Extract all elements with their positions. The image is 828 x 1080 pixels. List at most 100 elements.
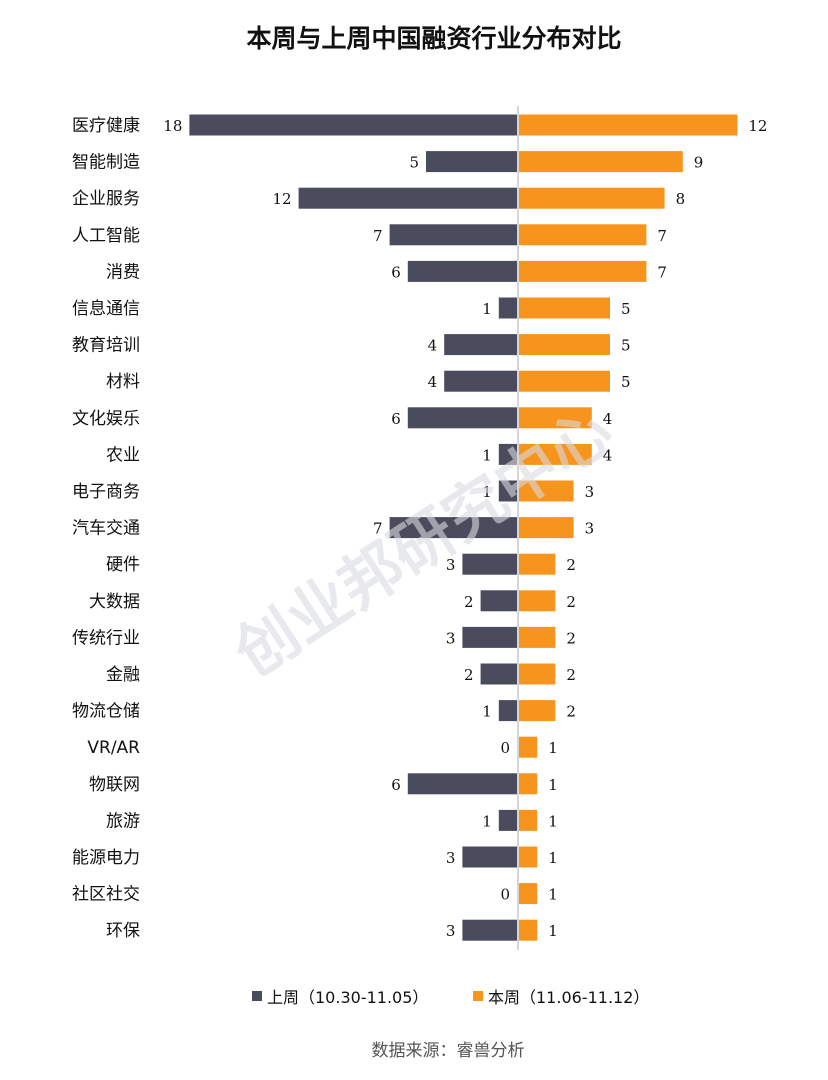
category-label: 金融 (106, 665, 140, 685)
category-label: 环保 (106, 921, 140, 941)
value-label-last-week: 2 (464, 666, 474, 684)
value-label-last-week: 4 (428, 337, 438, 355)
value-label-last-week: 12 (273, 190, 292, 208)
value-label-last-week: 7 (373, 520, 383, 538)
bar-this-week (519, 480, 574, 502)
data-source: 数据来源：睿兽分析 (372, 1041, 525, 1061)
value-label-last-week: 1 (482, 812, 492, 830)
value-label-this-week: 9 (694, 154, 704, 172)
bar-this-week (519, 151, 683, 173)
bar-this-week (519, 919, 538, 941)
bar-last-week (498, 297, 517, 319)
category-label: 物流仓储 (72, 702, 140, 722)
category-label: 物联网 (89, 775, 140, 795)
value-label-this-week: 2 (566, 556, 576, 574)
bar-this-week (519, 883, 538, 905)
value-label-this-week: 2 (566, 593, 576, 611)
legend: 上周（10.30-11.05） 本周（11.06-11.12） (252, 988, 649, 1007)
bar-last-week (407, 407, 517, 429)
bar-last-week (480, 663, 517, 685)
bar-this-week (519, 590, 556, 612)
bar-this-week (519, 260, 647, 282)
bar-this-week (519, 407, 592, 429)
value-label-this-week: 8 (676, 190, 686, 208)
bar-this-week (519, 700, 556, 722)
value-label-last-week: 3 (446, 849, 456, 867)
category-label: 人工智能 (72, 226, 140, 246)
bar-last-week (480, 590, 517, 612)
value-label-this-week: 4 (603, 446, 613, 464)
category-label: 旅游 (106, 811, 140, 831)
watermark: 创业邦研究中心 (221, 393, 625, 691)
category-label: 社区社交 (72, 885, 140, 905)
category-label: 硬件 (106, 555, 140, 575)
value-label-this-week: 7 (657, 263, 667, 281)
bar-last-week (498, 700, 517, 722)
bar-this-week (519, 334, 610, 356)
bar-this-week (519, 626, 556, 648)
value-label-last-week: 18 (163, 117, 182, 135)
bar-this-week (519, 187, 665, 209)
value-label-last-week: 0 (500, 886, 510, 904)
category-label: 汽车交通 (72, 519, 140, 539)
bar-this-week (519, 517, 574, 539)
value-label-this-week: 1 (548, 776, 558, 794)
value-label-last-week: 4 (428, 373, 438, 391)
value-label-last-week: 5 (409, 154, 419, 172)
value-label-last-week: 3 (446, 629, 456, 647)
bar-last-week (462, 846, 517, 868)
value-label-this-week: 7 (657, 227, 667, 245)
category-label: 传统行业 (72, 628, 140, 648)
bar-last-week (444, 370, 517, 392)
bar-this-week (519, 297, 610, 319)
bar-this-week (519, 736, 538, 758)
category-label: 农业 (106, 445, 140, 465)
category-label: 教育培训 (72, 336, 140, 356)
value-label-last-week: 3 (446, 922, 456, 940)
value-label-last-week: 1 (482, 446, 492, 464)
value-label-this-week: 1 (548, 886, 558, 904)
legend-swatch-last-week (252, 991, 262, 1001)
value-label-last-week: 6 (391, 410, 401, 428)
bar-last-week (444, 334, 517, 356)
value-label-last-week: 2 (464, 593, 474, 611)
category-label: VR/AR (87, 738, 140, 758)
value-label-this-week: 12 (748, 117, 767, 135)
category-label: 材料 (106, 372, 140, 392)
bar-this-week (519, 663, 556, 685)
legend-label-last-week: 上周（10.30-11.05） (267, 988, 428, 1007)
value-label-this-week: 2 (566, 629, 576, 647)
value-label-this-week: 1 (548, 739, 558, 757)
bar-this-week (519, 846, 538, 868)
bar-last-week (407, 260, 517, 282)
bar-this-week (519, 553, 556, 575)
category-label: 文化娱乐 (72, 409, 140, 429)
category-label: 医疗健康 (72, 116, 140, 136)
value-label-this-week: 5 (621, 300, 631, 318)
value-label-this-week: 2 (566, 666, 576, 684)
value-label-last-week: 1 (482, 483, 492, 501)
value-label-last-week: 1 (482, 300, 492, 318)
bar-last-week (462, 919, 517, 941)
category-label: 能源电力 (72, 848, 140, 868)
value-label-last-week: 0 (500, 739, 510, 757)
bar-last-week (498, 480, 517, 502)
bar-this-week (519, 773, 538, 795)
value-label-this-week: 1 (548, 922, 558, 940)
bar-last-week (389, 224, 517, 246)
bar-this-week (519, 224, 647, 246)
bar-last-week (189, 114, 517, 136)
value-label-last-week: 3 (446, 556, 456, 574)
bar-this-week (519, 809, 538, 831)
bar-this-week (519, 114, 738, 136)
value-label-this-week: 1 (548, 849, 558, 867)
category-label: 信息通信 (72, 299, 140, 319)
bar-this-week (519, 443, 592, 465)
bar-last-week (462, 626, 517, 648)
value-label-this-week: 1 (548, 812, 558, 830)
value-label-this-week: 3 (585, 483, 595, 501)
bar-last-week (462, 553, 517, 575)
category-label: 企业服务 (72, 189, 140, 209)
